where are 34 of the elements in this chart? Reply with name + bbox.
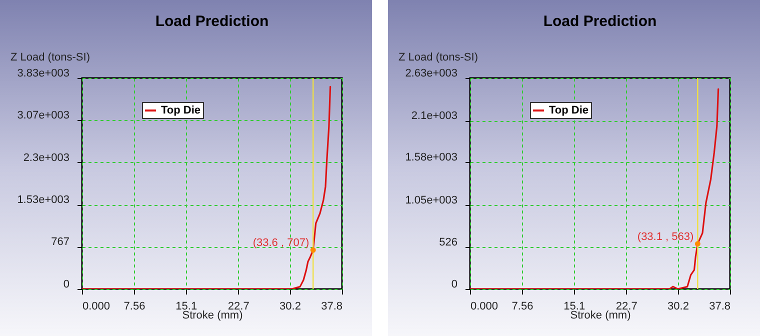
y-tick-label: 0	[63, 278, 70, 290]
y-tick-label: 1.58e+003	[405, 152, 458, 164]
y-tick-label: 526	[439, 236, 458, 248]
y-axis-title: Z Load (tons-SI)	[398, 52, 478, 64]
annotation: (33.1 , 563)	[637, 230, 694, 243]
x-tick-label: 7.56	[512, 300, 534, 312]
y-tick-label: 1.53e+003	[17, 194, 70, 206]
x-tick-label: 37.8	[709, 300, 730, 312]
chart-title: Load Prediction	[155, 13, 269, 30]
y-tick-label: 1.05e+003	[405, 194, 458, 206]
x-axis-title: Stroke (mm)	[182, 310, 243, 322]
legend-label: Top Die	[549, 104, 589, 116]
y-tick-label: 2.3e+003	[23, 152, 70, 164]
y-tick-label: 2.63e+003	[405, 68, 458, 80]
annotation: (33.6 , 707)	[252, 237, 310, 250]
x-tick-label: 7.56	[124, 300, 146, 312]
x-tick-label: 0.000	[82, 300, 110, 312]
y-tick-label: 2.1e+003	[411, 110, 458, 122]
x-axis-title: Stroke (mm)	[570, 310, 631, 322]
x-tick-label: 15.1	[564, 300, 586, 312]
x-tick-label: 22.7	[228, 300, 250, 312]
y-axis-title: Z Load (tons-SI)	[10, 52, 90, 64]
chart-title: Load Prediction	[543, 13, 657, 30]
x-tick-label: 30.2	[280, 300, 301, 312]
x-tick-label: 22.7	[616, 300, 638, 312]
y-tick-label: 3.83e+003	[17, 68, 70, 80]
y-tick-label: 767	[51, 236, 70, 248]
x-tick-label: 30.2	[668, 300, 689, 312]
x-tick-label: 15.1	[176, 300, 198, 312]
legend-label: Top Die	[161, 104, 201, 116]
y-tick-label: 0	[451, 278, 458, 290]
y-tick-label: 3.07e+003	[17, 109, 70, 122]
x-tick-label: 0.000	[470, 300, 498, 312]
x-tick-label: 37.8	[321, 300, 342, 312]
